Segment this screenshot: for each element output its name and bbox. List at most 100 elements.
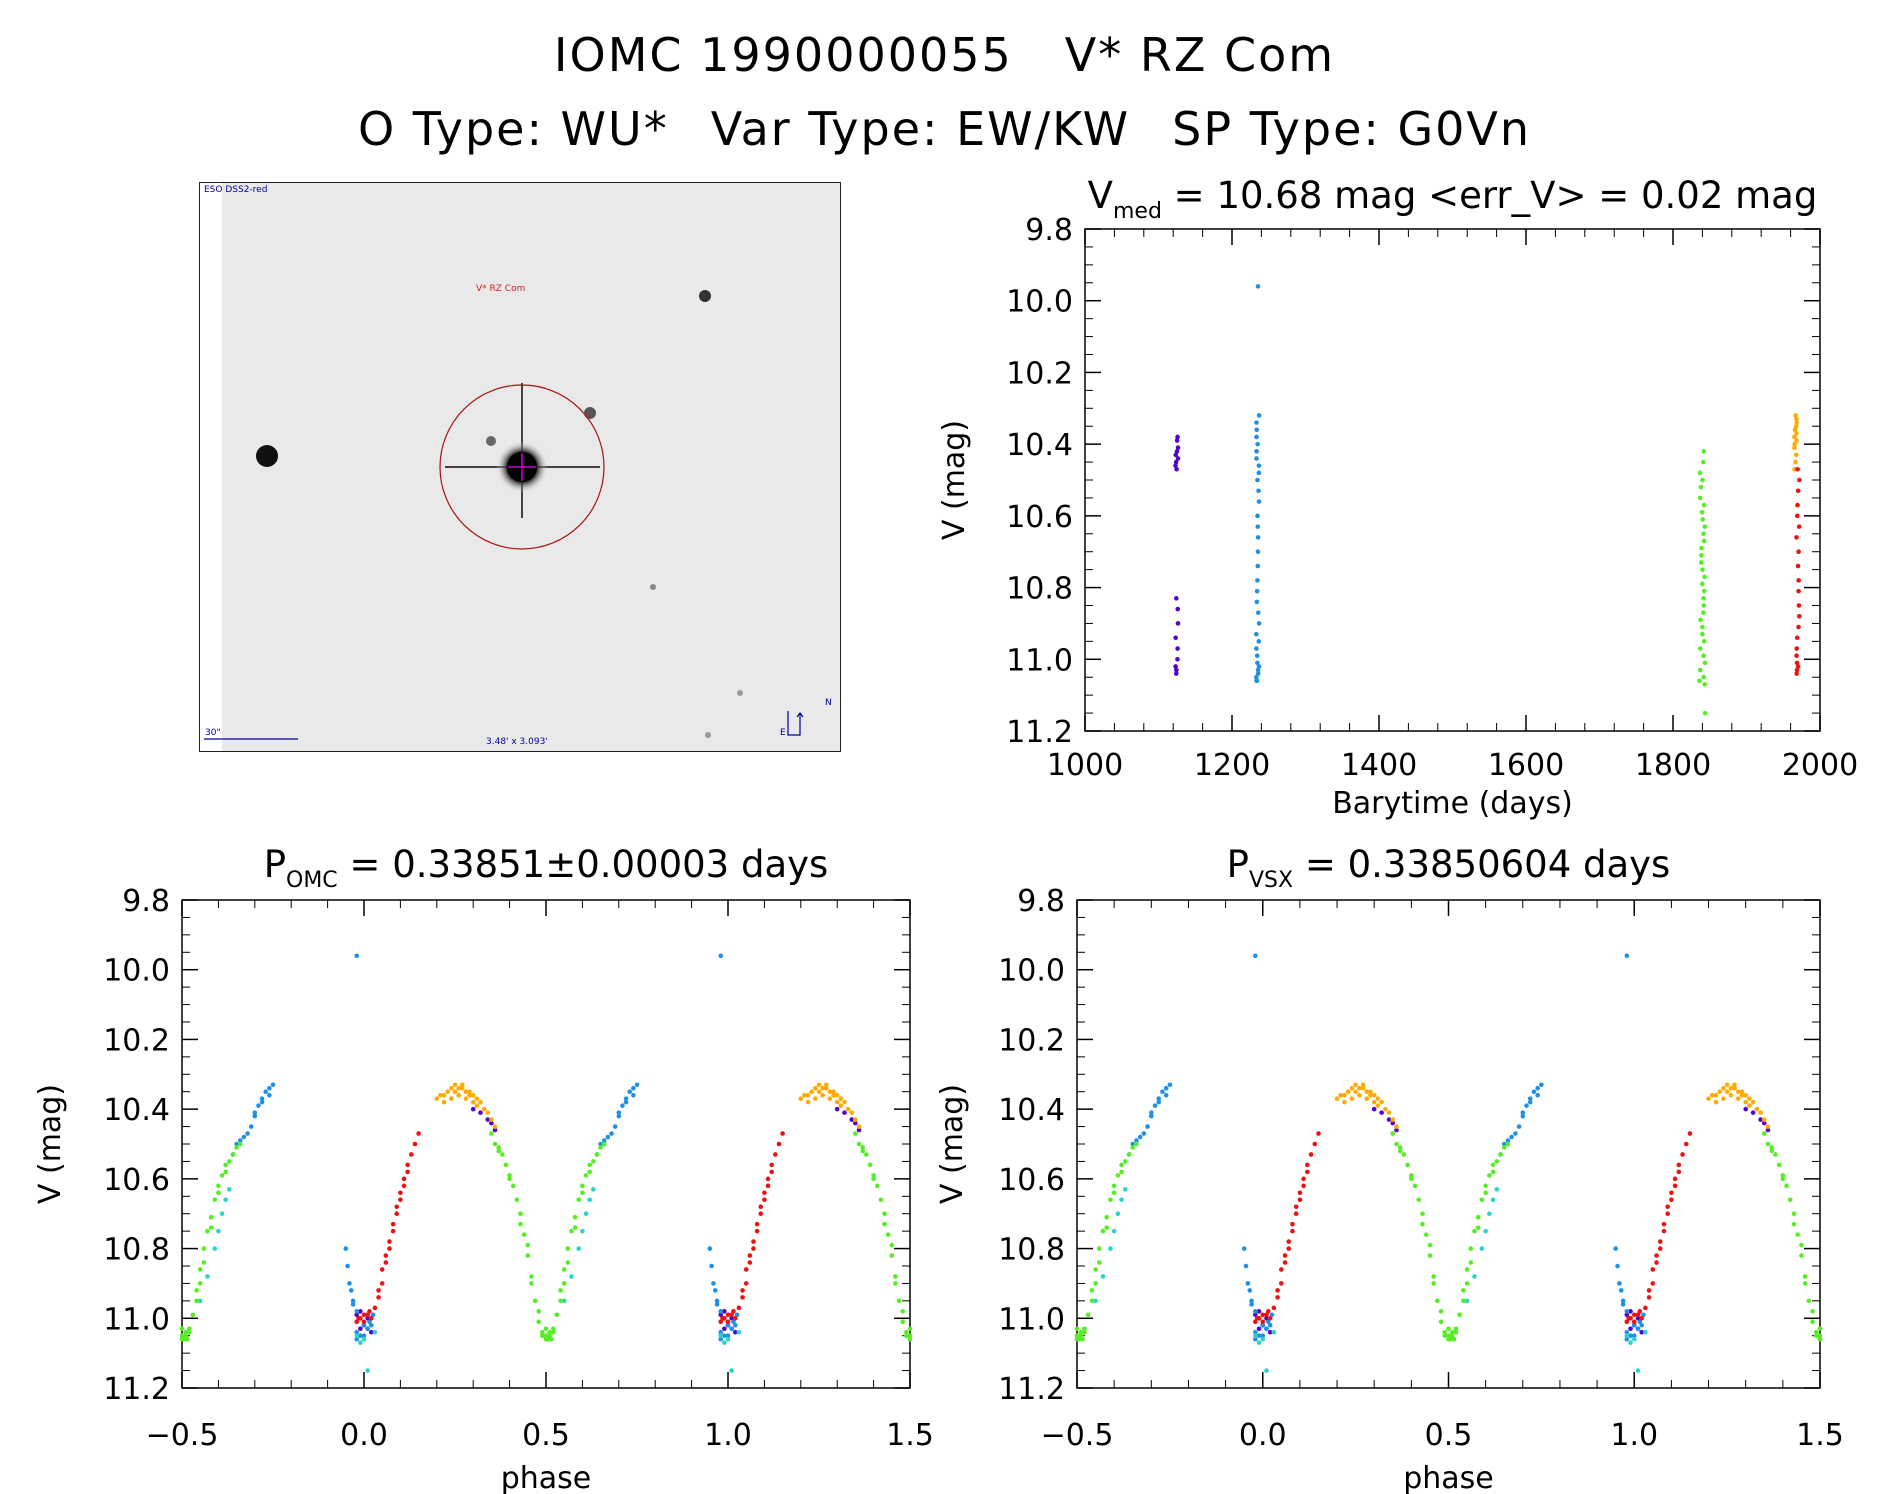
data-point [354,1333,360,1339]
data-point [561,1298,567,1304]
data-point [1706,1096,1711,1101]
data-point [1420,1211,1425,1217]
y-tick-label: 10.6 [1006,500,1073,535]
data-point [1256,639,1262,644]
data-point [561,1267,567,1272]
data-point [1650,1281,1656,1286]
y-tick-label: 9.8 [1017,884,1065,919]
data-point [1423,1232,1429,1237]
data-point [743,1281,749,1286]
data-point [1254,449,1259,454]
data-point [1620,1298,1626,1304]
data-point [1631,1336,1637,1342]
data-point [1784,1183,1789,1189]
data-point [1122,1159,1128,1164]
data-point [1724,1089,1730,1095]
data-point [1115,1173,1121,1178]
data-point [1254,434,1259,440]
data-point [1260,1312,1266,1318]
data-point [216,1183,221,1189]
data-point [736,1305,742,1311]
data-point [1175,656,1180,662]
data-point [441,1092,447,1098]
data-point [1665,1211,1670,1217]
data-point [536,1319,542,1325]
data-point [1390,1120,1396,1126]
data-point [361,1319,367,1325]
data-point [1266,1309,1271,1314]
data-point [492,1141,498,1147]
data-point [1256,1340,1262,1345]
data-point [1797,477,1802,483]
data-point [1375,1096,1381,1101]
data-point [729,1315,734,1321]
data-point [1661,1228,1667,1234]
data-point [1394,1141,1399,1147]
y-tick-label: 10.0 [1006,285,1073,320]
data-point [1464,1281,1470,1286]
data-point [416,1131,421,1136]
data-point [1305,1162,1310,1168]
data-point [259,1099,265,1105]
data-point [1082,1329,1087,1335]
data-point [1267,1315,1273,1321]
data-point [263,1089,269,1095]
data-point [1635,1326,1641,1332]
data-point [1794,535,1799,540]
data-point [1799,1242,1804,1248]
data-point [227,1187,232,1192]
data-point [831,1092,836,1098]
data-point [545,1336,551,1342]
data-point [1371,1099,1377,1105]
x-axis-label: phase [1403,1461,1494,1494]
data-point [540,1329,545,1335]
data-point [194,1298,199,1304]
data-point [387,1239,392,1244]
data-point [1297,1197,1303,1203]
data-point [354,1309,360,1314]
data-point [1353,1089,1358,1095]
x-tick-label: −0.5 [1041,1418,1114,1453]
data-point [1253,631,1259,637]
data-point [1624,1329,1630,1335]
data-point [1817,1333,1823,1339]
data-point [201,1260,207,1265]
data-point [1267,1329,1273,1335]
data-point [1524,1103,1529,1108]
data-point [394,1204,400,1210]
data-point [1747,1096,1752,1101]
data-point [1256,488,1261,494]
data-point [718,1319,724,1325]
data-point [1255,477,1260,483]
data-point [1383,1106,1388,1112]
data-point [631,1085,636,1091]
data-point [1290,1221,1295,1227]
data-point [1479,1197,1485,1203]
data-point [1793,459,1798,465]
data-point [368,1315,374,1321]
data-point [1700,477,1705,483]
data-point [1494,1187,1500,1192]
data-point [219,1211,225,1217]
data-point [1487,1211,1492,1217]
data-point [747,1253,753,1258]
east-label: E [780,728,786,738]
data-point [536,1309,542,1314]
data-point [580,1183,585,1189]
data-point [1701,596,1706,601]
data-point [580,1228,585,1234]
data-point [718,1336,724,1342]
x-tick-label: 1800 [1635,748,1711,783]
data-point [572,1225,578,1230]
x-tick-label: 0.5 [522,1418,570,1453]
data-point [456,1085,461,1091]
aperture-circle [439,384,605,550]
data-point [1342,1092,1347,1098]
data-point [361,1333,367,1339]
data-point [1624,953,1630,959]
data-point [1255,513,1260,519]
data-point [762,1190,767,1196]
data-point [1468,1246,1474,1251]
data-point [816,1089,822,1095]
data-point [1817,1326,1823,1332]
